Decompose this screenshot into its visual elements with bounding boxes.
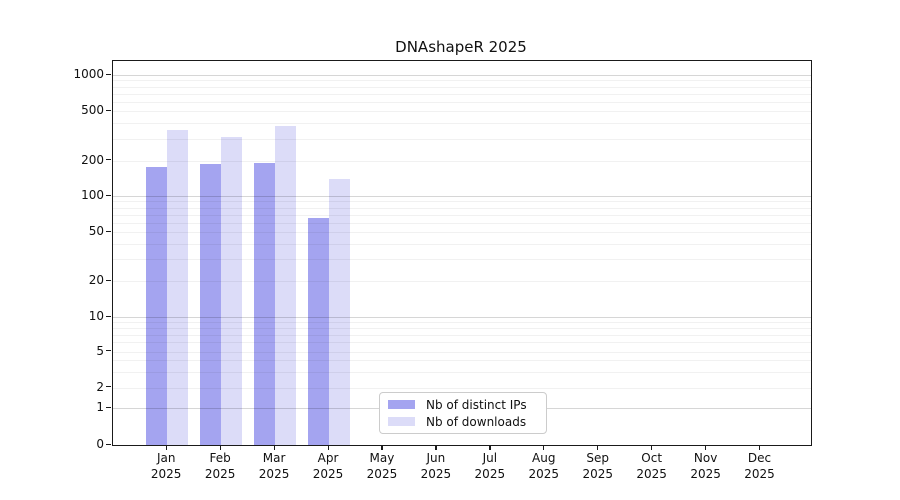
- gridline-minor: [113, 281, 811, 282]
- y-tick-mark: [106, 279, 111, 281]
- x-tick-label-aug: Aug 2025: [528, 451, 560, 481]
- gridline-minor: [113, 259, 811, 261]
- y-tick-label: 1: [96, 400, 104, 414]
- gridline-minor: [113, 101, 811, 103]
- x-tick-mark: [219, 445, 221, 450]
- y-tick-mark: [106, 350, 111, 352]
- x-tick-label-dec: Dec 2025: [744, 451, 775, 481]
- y-tick-label: 10: [88, 309, 104, 323]
- x-tick-label-may: May 2025: [366, 451, 398, 481]
- x-tick-mark: [489, 445, 491, 450]
- y-tick-mark: [106, 315, 111, 317]
- y-tick-mark: [106, 194, 111, 196]
- bar-distinct-ips-apr: [308, 218, 330, 445]
- legend-label-downloads: Nb of downloads: [426, 414, 527, 429]
- x-tick-label-feb: Feb 2025: [204, 451, 236, 481]
- chart-title: DNAshapeR 2025: [395, 38, 527, 56]
- x-tick-label-jun: Jun 2025: [420, 451, 452, 481]
- y-tick-label: 0: [96, 437, 104, 451]
- gridline-minor: [113, 214, 811, 216]
- gridline-minor: [113, 93, 811, 95]
- gridline-minor: [113, 334, 811, 336]
- gridline-minor: [113, 328, 811, 330]
- legend-label-distinct-ips: Nb of distinct IPs: [426, 397, 527, 412]
- legend-item-downloads: Nb of downloads: [380, 415, 546, 429]
- x-tick-mark: [381, 445, 383, 450]
- y-tick-mark: [106, 230, 111, 232]
- y-tick-mark: [106, 443, 111, 445]
- x-tick-label-apr: Apr 2025: [312, 451, 344, 481]
- x-tick-mark: [705, 445, 707, 450]
- gridline-minor: [113, 387, 811, 389]
- legend-item-distinct-ips: Nb of distinct IPs: [380, 398, 546, 412]
- x-tick-mark: [165, 445, 167, 450]
- bar-distinct-ips-feb: [200, 164, 222, 445]
- gridline-minor: [113, 201, 811, 203]
- legend: Nb of distinct IPs Nb of downloads: [379, 392, 547, 434]
- y-tick-label: 500: [81, 103, 104, 117]
- gridline-minor: [113, 322, 811, 324]
- gridline-minor: [113, 243, 811, 245]
- gridline-minor: [113, 351, 811, 353]
- x-tick-mark: [435, 445, 437, 450]
- gridline-minor: [113, 80, 811, 82]
- x-tick-mark: [651, 445, 653, 450]
- gridline-minor: [113, 86, 811, 88]
- x-tick-label-oct: Oct 2025: [636, 451, 667, 481]
- bar-downloads-apr: [329, 178, 351, 445]
- gridline-minor: [113, 360, 811, 362]
- gridline-minor: [113, 342, 811, 344]
- plot-area: [112, 60, 812, 446]
- x-tick-mark: [759, 445, 761, 450]
- y-tick-mark: [106, 406, 111, 408]
- y-tick-label: 100: [81, 188, 104, 202]
- bar-downloads-jan: [167, 130, 189, 445]
- y-tick-label: 50: [88, 224, 104, 238]
- gridline-minor: [113, 207, 811, 209]
- y-tick-mark: [106, 109, 111, 111]
- legend-swatch-downloads-icon: [388, 417, 415, 426]
- y-tick-mark: [106, 386, 111, 388]
- x-tick-mark: [327, 445, 329, 450]
- x-tick-mark: [273, 445, 275, 450]
- bar-downloads-mar: [275, 125, 297, 445]
- y-tick-mark: [106, 159, 111, 161]
- gridline-minor: [113, 232, 811, 233]
- y-tick-label: 20: [88, 273, 104, 287]
- y-tick-label: 2: [96, 379, 104, 394]
- gridline-major: [113, 317, 811, 318]
- y-tick-label: 5: [96, 343, 104, 358]
- bar-distinct-ips-mar: [254, 163, 276, 445]
- x-tick-mark: [597, 445, 599, 450]
- gridline-major: [113, 75, 811, 76]
- x-tick-mark: [543, 445, 545, 450]
- x-tick-label-jul: Jul 2025: [474, 451, 506, 481]
- gridline-minor: [113, 371, 811, 373]
- gridline-minor: [113, 160, 811, 162]
- x-tick-label-jan: Jan 2025: [150, 451, 182, 481]
- x-tick-label-sep: Sep 2025: [582, 451, 613, 481]
- y-tick-label: 1000: [73, 67, 104, 81]
- legend-swatch-distinct-ips-icon: [388, 400, 415, 409]
- gridline-minor: [113, 111, 811, 112]
- y-tick-mark: [106, 73, 111, 75]
- gridline-minor: [113, 138, 811, 140]
- x-tick-label-nov: Nov 2025: [690, 451, 721, 481]
- bar-downloads-feb: [221, 136, 243, 445]
- gridline-minor: [113, 123, 811, 125]
- gridline-major: [113, 196, 811, 197]
- bar-distinct-ips-jan: [146, 167, 168, 445]
- y-tick-label: 200: [81, 152, 104, 167]
- gridline-minor: [113, 222, 811, 224]
- x-tick-label-mar: Mar 2025: [258, 451, 290, 481]
